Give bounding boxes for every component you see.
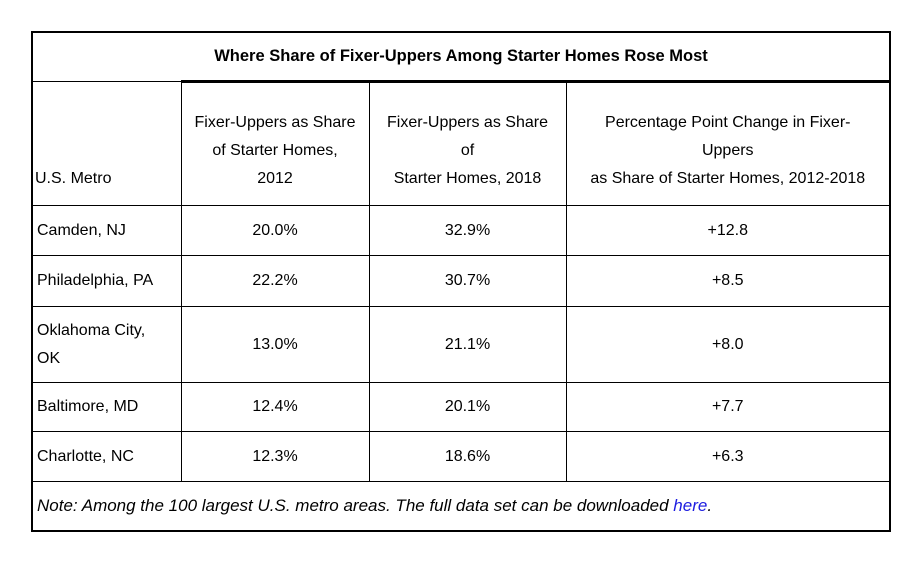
metro-name: Philadelphia, PA [31,255,182,307]
title-row: Where Share of Fixer-Uppers Among Starte… [31,31,891,82]
metro-name: Baltimore, MD [31,382,182,432]
note-row: Note: Among the 100 largest U.S. metro a… [31,481,891,532]
share-2018-value: 30.7% [368,255,567,307]
note-text: Note: Among the 100 largest U.S. metro a… [37,496,674,515]
column-header-pp-change: Percentage Point Change in Fixer- Uppers… [565,80,891,206]
header-row: U.S. Metro Fixer-Uppers as Share of Star… [31,80,891,206]
share-2012-value: 20.0% [180,205,370,256]
share-2012-value: 12.4% [180,382,370,432]
pp-change-value: +7.7 [565,382,891,432]
pp-change-value: +8.0 [565,306,891,383]
share-2018-value: 18.6% [368,431,567,482]
column-header-share-2012: Fixer-Uppers as Share of Starter Homes, … [180,80,370,206]
note-text-suffix: . [707,496,713,515]
share-2018-value: 21.1% [368,306,567,383]
table-row: Charlotte, NC 12.3% 18.6% +6.3 [31,431,891,482]
share-2018-value: 32.9% [368,205,567,256]
share-2012-value: 22.2% [180,255,370,307]
table-note: Note: Among the 100 largest U.S. metro a… [31,481,891,532]
share-2012-value: 13.0% [180,306,370,383]
metro-name: Charlotte, NC [31,431,182,482]
table-row: Oklahoma City, OK 13.0% 21.1% +8.0 [31,306,891,383]
table-row: Camden, NJ 20.0% 32.9% +12.8 [31,205,891,256]
table-row: Baltimore, MD 12.4% 20.1% +7.7 [31,382,891,432]
share-2018-value: 20.1% [368,382,567,432]
metro-name: Camden, NJ [31,205,182,256]
pp-change-value: +8.5 [565,255,891,307]
pp-change-value: +6.3 [565,431,891,482]
fixer-uppers-table: Where Share of Fixer-Uppers Among Starte… [31,31,892,532]
pp-change-value: +12.8 [565,205,891,256]
column-header-share-2018: Fixer-Uppers as Share of Starter Homes, … [368,80,567,206]
metro-name: Oklahoma City, OK [31,306,182,383]
download-here-link[interactable]: here [673,496,708,515]
table-title: Where Share of Fixer-Uppers Among Starte… [31,31,891,82]
share-2012-value: 12.3% [180,431,370,482]
table-row: Philadelphia, PA 22.2% 30.7% +8.5 [31,255,891,307]
column-header-us-metro: U.S. Metro [31,81,182,206]
